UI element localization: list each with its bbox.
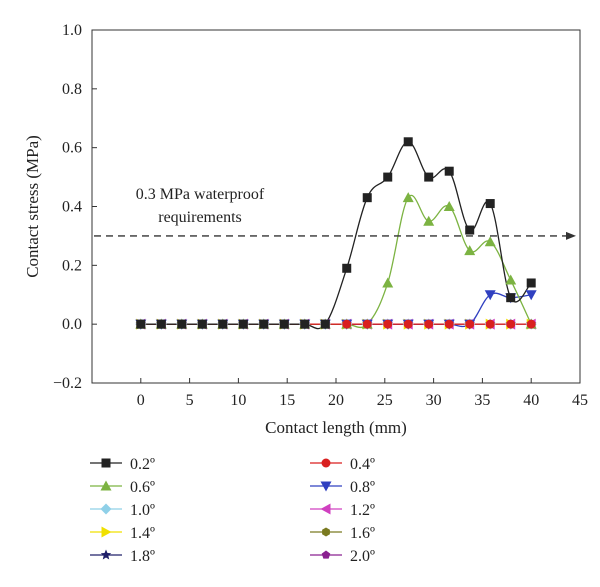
data-point: [238, 319, 248, 329]
legend-item: 1.0º: [90, 502, 155, 519]
data-point: [484, 236, 496, 247]
data-point: [100, 549, 112, 560]
data-point: [526, 278, 536, 288]
data-point: [218, 319, 228, 329]
legend-item: 1.4º: [90, 525, 155, 542]
legend-item: 0.4º: [310, 456, 375, 473]
data-point: [279, 319, 289, 329]
legend-label: 1.6º: [350, 525, 375, 542]
data-point: [464, 245, 476, 256]
annotation-line-1: 0.3 MPa waterproof: [136, 186, 265, 203]
data-point: [156, 319, 166, 329]
legend-item: 0.8º: [310, 479, 375, 496]
data-point: [484, 290, 496, 301]
x-tick-label: 0: [137, 392, 145, 409]
data-point: [444, 166, 454, 176]
y-tick-label: 1.0: [62, 22, 82, 39]
data-point: [101, 458, 111, 468]
legend-label: 0.2º: [130, 456, 155, 473]
data-point: [101, 526, 112, 538]
x-axis-label: Contact length (mm): [265, 418, 407, 437]
data-point: [320, 319, 330, 329]
legend: 0.2º 0.4º 0.6º 0.8º 1.0º 1.2º 1.4º 1.6º 1.8º 2.0º: [90, 456, 375, 565]
data-point: [383, 172, 393, 182]
data-point: [177, 319, 187, 329]
data-point: [424, 172, 434, 182]
data-point: [362, 319, 372, 329]
y-tick-label: 0.4: [62, 199, 82, 216]
data-point: [300, 319, 310, 329]
plot-area: [135, 137, 537, 330]
x-tick-label: 20: [328, 392, 344, 409]
legend-label: 1.0º: [130, 502, 155, 519]
data-point: [259, 319, 269, 329]
legend-label: 1.8º: [130, 548, 155, 565]
data-point: [362, 193, 372, 203]
x-tick-label: 30: [426, 392, 442, 409]
x-tick-label: 35: [474, 392, 490, 409]
data-point: [506, 293, 516, 303]
data-point: [383, 319, 393, 329]
legend-label: 0.6º: [130, 479, 155, 496]
data-point: [444, 319, 454, 329]
x-tick-label: 25: [377, 392, 393, 409]
data-point: [465, 225, 475, 235]
legend-label: 0.8º: [350, 479, 375, 496]
annotation-line-2: requirements: [158, 209, 242, 226]
data-point: [526, 319, 536, 329]
data-point: [485, 199, 495, 209]
annotation: 0.3 MPa waterproof requirements: [94, 186, 576, 240]
legend-item: 1.6º: [310, 525, 375, 542]
legend-label: 1.2º: [350, 502, 375, 519]
data-point: [506, 319, 516, 329]
data-point: [321, 550, 331, 559]
data-point: [424, 319, 434, 329]
data-point: [485, 319, 495, 329]
data-point: [505, 274, 517, 285]
data-point: [443, 201, 455, 211]
legend-item: 2.0º: [310, 548, 375, 565]
data-point: [197, 319, 207, 329]
data-point: [402, 192, 414, 203]
y-tick-label: −0.2: [53, 375, 82, 392]
data-point: [525, 290, 537, 301]
x-tick-label: 45: [572, 392, 588, 409]
data-point: [342, 319, 352, 329]
axes: 0 5 10 15 20 25 30 35 40 45 −0.2 0.0 0.2 0.4 0.6 0.8 1.0…: [23, 22, 588, 437]
legend-label: 1.4º: [130, 525, 155, 542]
y-tick-label: 0.0: [62, 316, 82, 333]
series-line: [140, 141, 532, 330]
plot-frame: [91, 29, 581, 384]
data-point: [321, 458, 331, 468]
legend-item: 0.2º: [90, 456, 155, 473]
data-point: [382, 277, 394, 288]
y-tick-label: 0.6: [62, 140, 82, 157]
data-point: [100, 503, 112, 515]
requirement-arrow-head: [566, 231, 576, 240]
data-point: [100, 480, 112, 491]
y-tick-label: 0.8: [62, 81, 82, 98]
data-point: [403, 319, 413, 329]
x-tick-label: 40: [523, 392, 539, 409]
x-tick-label: 15: [279, 392, 295, 409]
data-point: [136, 319, 146, 329]
legend-label: 2.0º: [350, 548, 375, 565]
y-axis-label: Contact stress (MPa): [23, 135, 42, 278]
x-tick-label: 10: [230, 392, 246, 409]
data-point: [322, 527, 330, 537]
x-tick-label: 5: [186, 392, 194, 409]
data-point: [403, 137, 413, 147]
data-point: [320, 481, 332, 492]
legend-item: 0.6º: [90, 479, 155, 496]
legend-label: 0.4º: [350, 456, 375, 473]
data-point: [320, 503, 331, 515]
legend-item: 1.2º: [310, 502, 375, 519]
data-point: [423, 215, 435, 226]
legend-item: 1.8º: [90, 548, 155, 565]
data-point: [465, 319, 475, 329]
data-point: [342, 263, 352, 273]
y-tick-label: 0.2: [62, 257, 82, 274]
